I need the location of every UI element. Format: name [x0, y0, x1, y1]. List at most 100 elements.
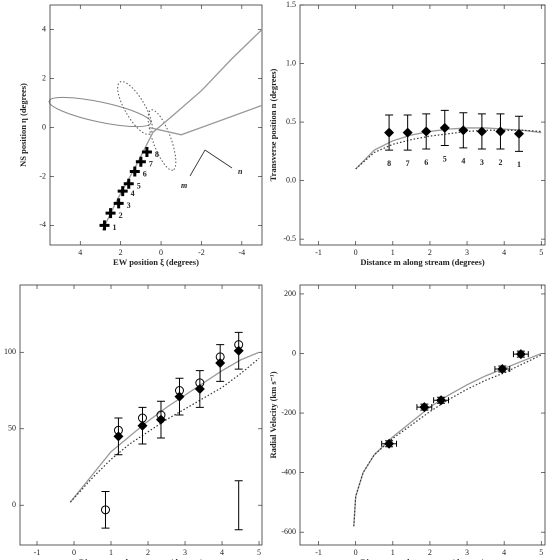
- model-curve: [69, 357, 260, 503]
- diamond-marker: [515, 349, 526, 360]
- x-tick-label: 0: [354, 548, 358, 557]
- x-tick-label: 2: [428, 548, 432, 557]
- diamond-marker: [458, 125, 469, 136]
- x-axis-title: EW position ξ (degrees): [113, 257, 199, 267]
- diamond-marker: [476, 126, 487, 137]
- x-tick-label: 3: [183, 548, 187, 557]
- point-label: 7: [149, 160, 153, 169]
- cross-marker: [117, 186, 128, 197]
- x-tick-label: -1: [315, 248, 322, 257]
- point-label: 6: [424, 158, 428, 167]
- y-tick-label: 0: [292, 348, 296, 357]
- diamond-marker: [155, 414, 166, 425]
- cross-marker: [141, 146, 152, 157]
- point-label: 5: [443, 154, 447, 163]
- x-tick-label: 2: [428, 248, 432, 257]
- point-label: 4: [131, 189, 135, 198]
- x-tick-label: 0: [72, 548, 76, 557]
- point-label: 2: [119, 211, 123, 220]
- annotation: m: [181, 181, 187, 190]
- point-label: 7: [406, 159, 410, 168]
- cross-marker: [123, 178, 134, 189]
- x-tick-label: 1: [391, 248, 395, 257]
- cross-marker: [113, 198, 124, 209]
- diamond-marker: [497, 363, 508, 374]
- x-axis-title: Distance m along stream (degrees): [360, 557, 484, 560]
- x-tick-label: 2: [146, 548, 150, 557]
- ellipse: [48, 96, 152, 128]
- plot-frame: [299, 284, 546, 546]
- x-tick-label: 4: [502, 548, 506, 557]
- diamond-marker: [137, 420, 148, 431]
- y-tick-label: 4: [42, 24, 46, 33]
- y-tick-label: -200: [281, 408, 296, 417]
- error-bar: [101, 490, 110, 529]
- y-tick-label: -400: [281, 467, 296, 476]
- point-label: 2: [498, 158, 502, 167]
- ellipse: [117, 81, 153, 135]
- diamond-marker: [384, 127, 395, 138]
- point-label: 3: [127, 201, 131, 210]
- x-tick-label: 5: [539, 548, 543, 557]
- x-tick-label: -1: [34, 548, 41, 557]
- x-tick-label: 4: [78, 248, 82, 257]
- y-tick-label: -0.5: [283, 234, 296, 243]
- point-label: 4: [461, 157, 465, 166]
- circle-marker: [100, 505, 110, 515]
- point-label: 3: [480, 158, 484, 167]
- sky-ellipses: [48, 81, 233, 177]
- point-label: 1: [517, 160, 521, 169]
- model-curve: [353, 352, 542, 527]
- y-tick-label: 100: [4, 347, 16, 356]
- x-axis-title: Distance m along stream (degrees): [360, 257, 484, 267]
- x-axis-title: Distance m along stream (degrees): [79, 557, 203, 560]
- y-tick-label: 200: [284, 289, 296, 298]
- circle-marker: [137, 413, 147, 423]
- x-tick-label: 2: [119, 248, 123, 257]
- x-tick-label: 4: [220, 548, 224, 557]
- cross-marker: [129, 166, 140, 177]
- x-tick-label: 0: [354, 248, 358, 257]
- circle-marker: [113, 425, 123, 435]
- diamond-marker: [402, 127, 413, 138]
- x-tick-label: 0: [159, 248, 163, 257]
- x-tick-label: 3: [465, 248, 469, 257]
- y-axis-title: NS position η (degrees): [18, 83, 28, 167]
- plot-frame: [19, 284, 263, 546]
- y-tick-label: -600: [281, 527, 296, 536]
- y-axis-title: Transverse position n (degrees): [268, 68, 278, 181]
- circle-marker: [234, 340, 244, 350]
- error-bar: [234, 480, 243, 531]
- diamond-marker: [419, 402, 430, 413]
- x-tick-label: -4: [238, 248, 245, 257]
- cross-marker: [105, 208, 116, 219]
- x-tick-label: 1: [391, 548, 395, 557]
- x-tick-label: -1: [315, 548, 322, 557]
- y-tick-label: 50: [8, 424, 16, 433]
- y-axis-title: Radial Velocity (km s⁻¹): [268, 371, 278, 458]
- diamond-marker: [421, 126, 432, 137]
- circle-marker: [156, 410, 166, 420]
- y-tick-label: 1.5: [286, 0, 296, 9]
- y-tick-label: 0: [42, 122, 46, 131]
- y-tick-label: 0.0: [286, 175, 296, 184]
- x-tick-label: 3: [465, 548, 469, 557]
- diamond-marker: [439, 122, 450, 133]
- plot-frame: [299, 4, 546, 246]
- diamond-marker: [495, 126, 506, 137]
- ellipse: [147, 109, 177, 171]
- point-label: 8: [387, 159, 391, 168]
- annotation: n: [238, 167, 243, 176]
- x-tick-label: 4: [502, 248, 506, 257]
- y-tick-label: 2: [42, 73, 46, 82]
- model-curve: [101, 29, 263, 231]
- x-tick-label: 5: [539, 248, 543, 257]
- diamond-marker: [436, 395, 447, 406]
- model-curve: [69, 351, 260, 503]
- direction-arrows: [189, 149, 233, 177]
- point-label: 8: [155, 150, 159, 159]
- cross-marker: [99, 220, 110, 231]
- model-curve: [355, 129, 542, 170]
- circle-marker: [174, 386, 184, 396]
